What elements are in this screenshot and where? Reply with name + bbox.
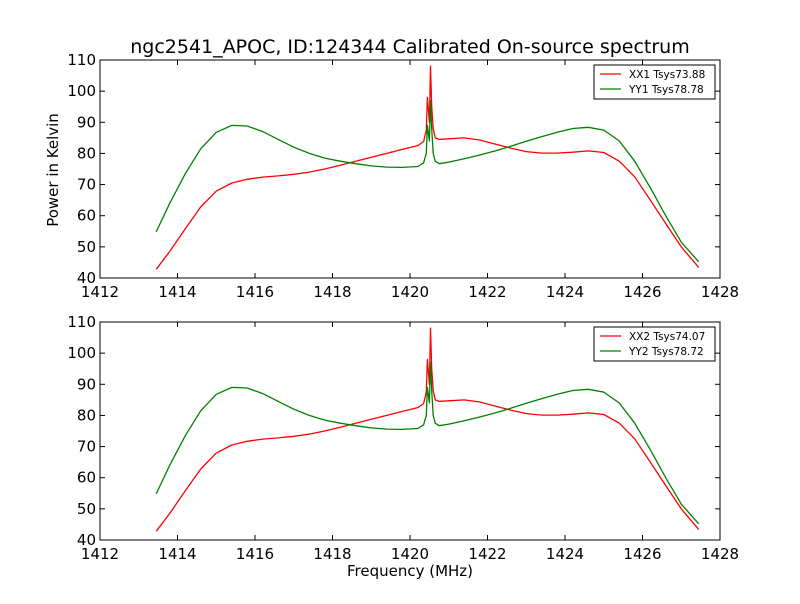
- series-line-xx1: [155, 65, 700, 270]
- series-line-yy1: [155, 99, 700, 263]
- x-tick-label: 1428: [701, 283, 739, 301]
- x-tick-label: 1422: [468, 545, 506, 563]
- y-tick-label: 110: [67, 313, 96, 331]
- y-tick-label: 50: [77, 238, 96, 256]
- x-tick-label: 1416: [236, 283, 274, 301]
- y-tick-label: 70: [77, 176, 96, 194]
- x-tick-label: 1414: [158, 283, 196, 301]
- x-tick-label: 1428: [701, 545, 739, 563]
- y-tick-label: 60: [77, 207, 96, 225]
- legend-box: [593, 326, 716, 362]
- legend: XX1 Tsys73.88 YY1 Tsys78.78: [593, 64, 716, 100]
- legend-label: XX1 Tsys73.88: [629, 69, 705, 81]
- y-tick-label: 90: [77, 375, 96, 393]
- y-axis-title: Power in Kelvin: [44, 113, 62, 227]
- series-line-yy2: [155, 361, 700, 525]
- x-tick-label: 1424: [546, 545, 584, 563]
- y-tick-label: 100: [67, 344, 96, 362]
- legend-label: YY2 Tsys78.72: [628, 346, 704, 358]
- x-tick-label: 1426: [623, 545, 661, 563]
- y-tick-label: 80: [77, 144, 96, 162]
- legend-label: YY1 Tsys78.78: [628, 84, 704, 96]
- y-tick-label: 60: [77, 469, 96, 487]
- x-tick-label: 1412: [81, 545, 119, 563]
- chart-panel-1: 1412 1414 1416 1418 1420 1422 1424 1426 1428 40 50…: [67, 51, 739, 301]
- legend: XX2 Tsys74.07 YY2 Tsys78.72: [593, 326, 716, 362]
- x-tick-label: 1424: [546, 283, 584, 301]
- chart-panels: 1412 1414 1416 1418 1420 1422 1424 1426 1428 40 50…: [67, 51, 739, 563]
- x-tick-label: 1412: [81, 283, 119, 301]
- y-tick-label: 50: [77, 500, 96, 518]
- y-tick-label: 100: [67, 82, 96, 100]
- y-tick-label: 40: [77, 269, 96, 287]
- x-tick-label: 1420: [391, 283, 429, 301]
- legend-box: [593, 64, 716, 100]
- legend-label: XX2 Tsys74.07: [629, 331, 705, 343]
- y-tick-label: 110: [67, 51, 96, 69]
- series-line-xx2: [155, 327, 700, 532]
- x-tick-label: 1426: [623, 283, 661, 301]
- x-tick-label: 1422: [468, 283, 506, 301]
- x-tick-label: 1416: [236, 545, 274, 563]
- x-axis-title: Frequency (MHz): [347, 562, 473, 580]
- chart-panel-2: 1412 1414 1416 1418 1420 1422 1424 1426 1428 40 50…: [67, 313, 739, 563]
- y-tick-label: 40: [77, 531, 96, 549]
- y-tick-label: 70: [77, 438, 96, 456]
- y-tick-label: 90: [77, 113, 96, 131]
- x-tick-label: 1418: [313, 545, 351, 563]
- y-tick-label: 80: [77, 406, 96, 424]
- chart-title: ngc2541_APOC, ID:124344 Calibrated On-so…: [130, 36, 689, 58]
- x-tick-label: 1420: [391, 545, 429, 563]
- x-tick-label: 1418: [313, 283, 351, 301]
- x-tick-label: 1414: [158, 545, 196, 563]
